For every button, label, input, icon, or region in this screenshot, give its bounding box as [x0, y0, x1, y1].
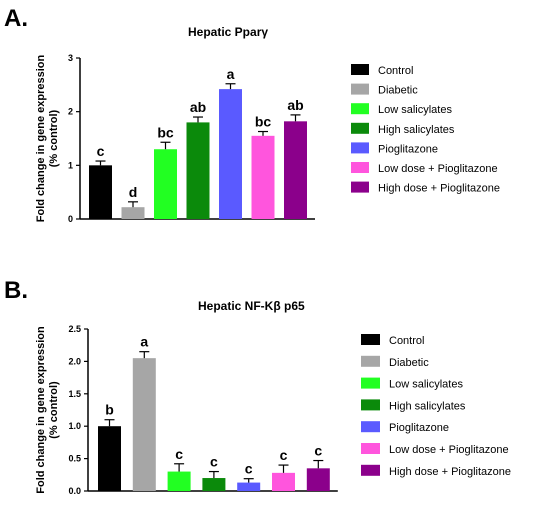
significance-label-3: ab	[190, 99, 206, 115]
panel-letter: A.	[4, 5, 28, 32]
legend-swatch-6	[361, 464, 380, 476]
legend: Control Diabetic Low salicylates High salic…	[361, 334, 511, 478]
y-tick-label: 1	[68, 160, 73, 170]
y-tick-label: 1.0	[68, 421, 81, 431]
legend-label-6: High dose + Pioglitazone	[389, 466, 511, 478]
bar-4	[219, 89, 242, 219]
bar-6	[306, 468, 330, 491]
y-axis-label: (% control)	[48, 381, 60, 439]
chart-title: Hepatic NF-Kβ p65	[198, 299, 305, 313]
legend-swatch-4	[361, 421, 380, 433]
y-tick-label: 0	[68, 214, 73, 224]
legend-swatch-3	[361, 399, 380, 411]
y-tick-label: 0.0	[68, 486, 81, 496]
bar-0	[89, 165, 112, 219]
y-tick-label: 2.5	[68, 324, 81, 334]
bar-1	[121, 207, 145, 219]
significance-label-0: c	[97, 143, 105, 159]
bar-2	[167, 471, 191, 491]
legend-label-1: Diabetic	[378, 85, 418, 97]
bar-3	[186, 122, 210, 219]
significance-label-3: c	[210, 454, 218, 470]
legend-label-6: High dose + Pioglitazone	[378, 183, 500, 195]
bar-0	[98, 426, 121, 491]
y-tick-label: 2	[68, 107, 73, 117]
legend-label-5: Low dose + Pioglitazone	[389, 444, 509, 456]
significance-label-4: a	[227, 66, 235, 82]
legend-swatch-6	[351, 181, 369, 193]
significance-label-2: bc	[157, 124, 174, 140]
significance-label-2: c	[175, 446, 183, 462]
bar-1	[132, 358, 156, 491]
y-axis-label: Fold change in gene expression	[35, 54, 47, 222]
legend-swatch-2	[361, 377, 380, 389]
legend-swatch-3	[351, 122, 369, 134]
bar-3	[202, 478, 226, 491]
panel-letter: B.	[4, 277, 28, 304]
bar-2	[154, 149, 177, 219]
chart-panel-a: A. Hepatic Pparγ Fold change in gene expre…	[4, 5, 500, 224]
legend-label-3: High salicylates	[389, 400, 466, 412]
legend-label-0: Control	[378, 65, 413, 77]
y-tick-label: 1.5	[68, 389, 81, 399]
legend-swatch-5	[361, 443, 380, 454]
legend-label-4: Pioglitazone	[389, 422, 449, 434]
legend-label-2: Low salicylates	[378, 104, 452, 116]
legend-swatch-1	[351, 83, 369, 95]
legend-swatch-1	[361, 355, 380, 367]
y-tick-label: 3	[68, 53, 73, 63]
legend-label-2: Low salicylates	[389, 379, 463, 391]
legend: Control Diabetic Low salicylates High salic…	[351, 64, 500, 195]
y-axis-label: Fold change in gene expression	[35, 326, 47, 494]
y-axis-label: (% control)	[48, 109, 60, 167]
legend-swatch-0	[361, 334, 380, 345]
y-tick-label: 2.0	[68, 356, 81, 366]
legend-label-5: Low dose + Pioglitazone	[378, 163, 498, 175]
legend-label-4: Pioglitazone	[378, 143, 438, 155]
bar-5	[251, 135, 275, 219]
legend-swatch-0	[351, 64, 369, 75]
significance-label-5: bc	[255, 114, 272, 130]
bar-4	[237, 482, 261, 491]
chart-title: Hepatic Pparγ	[188, 25, 268, 39]
chart-panel-b: B. Hepatic NF-Kβ p65 Fold change in gene e…	[4, 277, 511, 496]
legend-swatch-5	[351, 162, 369, 173]
significance-label-0: b	[105, 402, 114, 418]
significance-label-5: c	[280, 447, 288, 463]
legend-label-0: Control	[389, 335, 424, 347]
significance-label-4: c	[245, 461, 253, 477]
bar-6	[284, 121, 307, 219]
significance-label-6: c	[314, 443, 322, 459]
bar-5	[272, 472, 295, 491]
legend-swatch-2	[351, 103, 369, 115]
y-tick-label: 0.5	[68, 454, 81, 464]
significance-label-1: d	[129, 184, 138, 200]
significance-label-1: a	[140, 334, 148, 350]
legend-label-1: Diabetic	[389, 357, 429, 369]
legend-swatch-4	[351, 142, 369, 154]
legend-label-3: High salicylates	[378, 124, 455, 136]
significance-label-6: ab	[287, 97, 303, 113]
